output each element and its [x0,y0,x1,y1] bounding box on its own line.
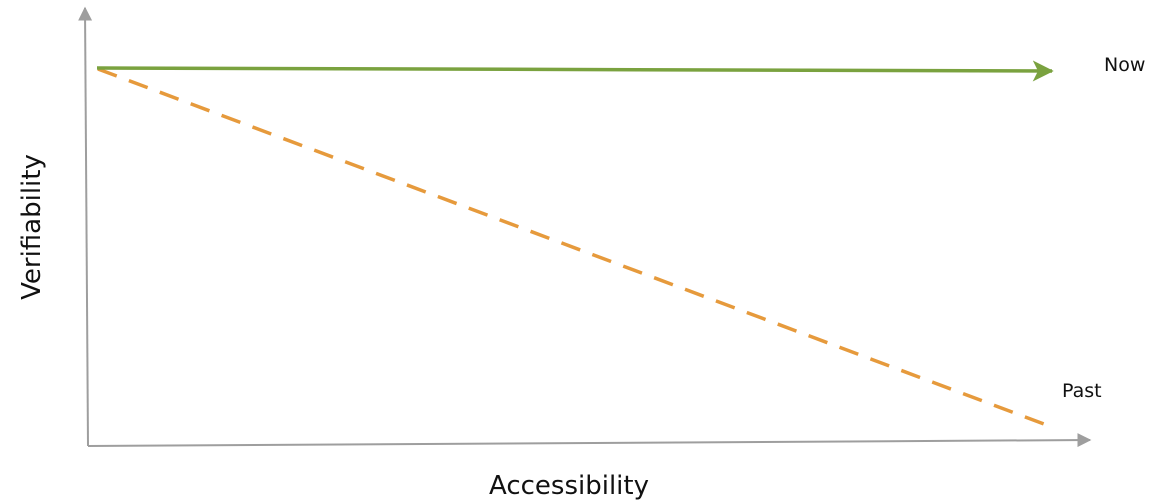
y-axis [78,6,93,447]
x-axis [87,433,1092,448]
x-axis-label: Accessibility [489,471,649,501]
past-label: Past [1062,380,1102,402]
y-axis-label: Verifiability [17,154,47,300]
now-line [96,60,1054,82]
now-label: Now [1104,54,1145,76]
past-line [97,67,1045,426]
